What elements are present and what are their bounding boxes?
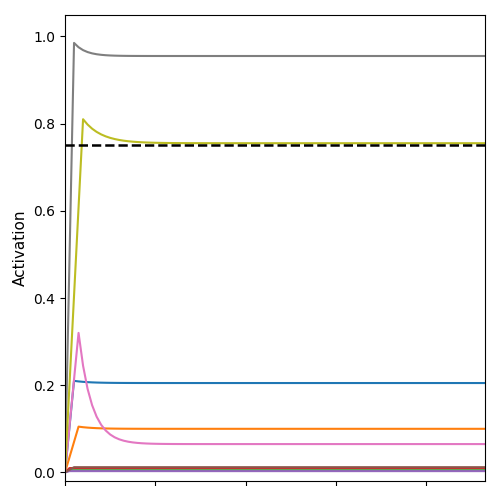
- Y-axis label: Activation: Activation: [12, 209, 28, 286]
